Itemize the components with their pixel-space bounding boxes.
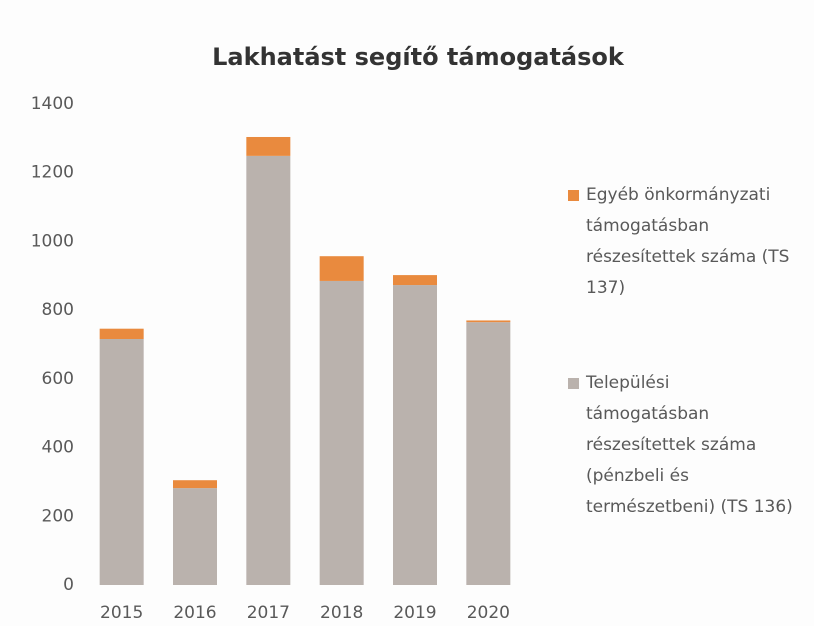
- bar-segment: [99, 339, 144, 585]
- x-tick-label: 2015: [100, 603, 143, 623]
- bar-segment: [466, 320, 511, 323]
- bar-segment: [173, 480, 217, 489]
- x-tick-label: 2018: [320, 603, 363, 623]
- legend-entry: Egyéb önkormányzati támogatásban részesí…: [568, 180, 798, 304]
- bar-segment: [173, 488, 217, 585]
- bar-segment: [246, 155, 291, 586]
- legend-label: Egyéb önkormányzati támogatásban részesí…: [586, 185, 790, 298]
- y-tick-label: 1000: [31, 231, 74, 251]
- x-tick-label: 2019: [393, 603, 436, 623]
- y-tick-label: 400: [42, 438, 74, 458]
- y-tick-label: 600: [42, 369, 74, 389]
- y-tick-label: 0: [63, 575, 74, 595]
- bar-segment: [466, 322, 511, 585]
- legend-label: Települési támogatásban részesítettek sz…: [586, 373, 793, 517]
- bar-segment: [319, 256, 364, 281]
- chart-title: Lakhatást segítő támogatások: [212, 43, 625, 71]
- bar-segment: [246, 136, 291, 156]
- x-tick-label: 2020: [467, 603, 510, 623]
- y-tick-label: 1200: [31, 163, 74, 183]
- y-tick-label: 1400: [31, 94, 74, 114]
- bar-segment: [99, 328, 144, 340]
- y-tick-label: 800: [42, 300, 74, 320]
- x-tick-label: 2017: [247, 603, 290, 623]
- y-tick-label: 200: [42, 506, 74, 526]
- bar-segment: [393, 275, 437, 286]
- legend-swatch: [568, 378, 579, 389]
- legend-swatch: [568, 190, 579, 201]
- legend-entry: Települési támogatásban részesítettek sz…: [568, 368, 798, 523]
- bar-segment: [319, 280, 364, 585]
- bar-segment: [393, 285, 437, 585]
- x-tick-label: 2016: [173, 603, 216, 623]
